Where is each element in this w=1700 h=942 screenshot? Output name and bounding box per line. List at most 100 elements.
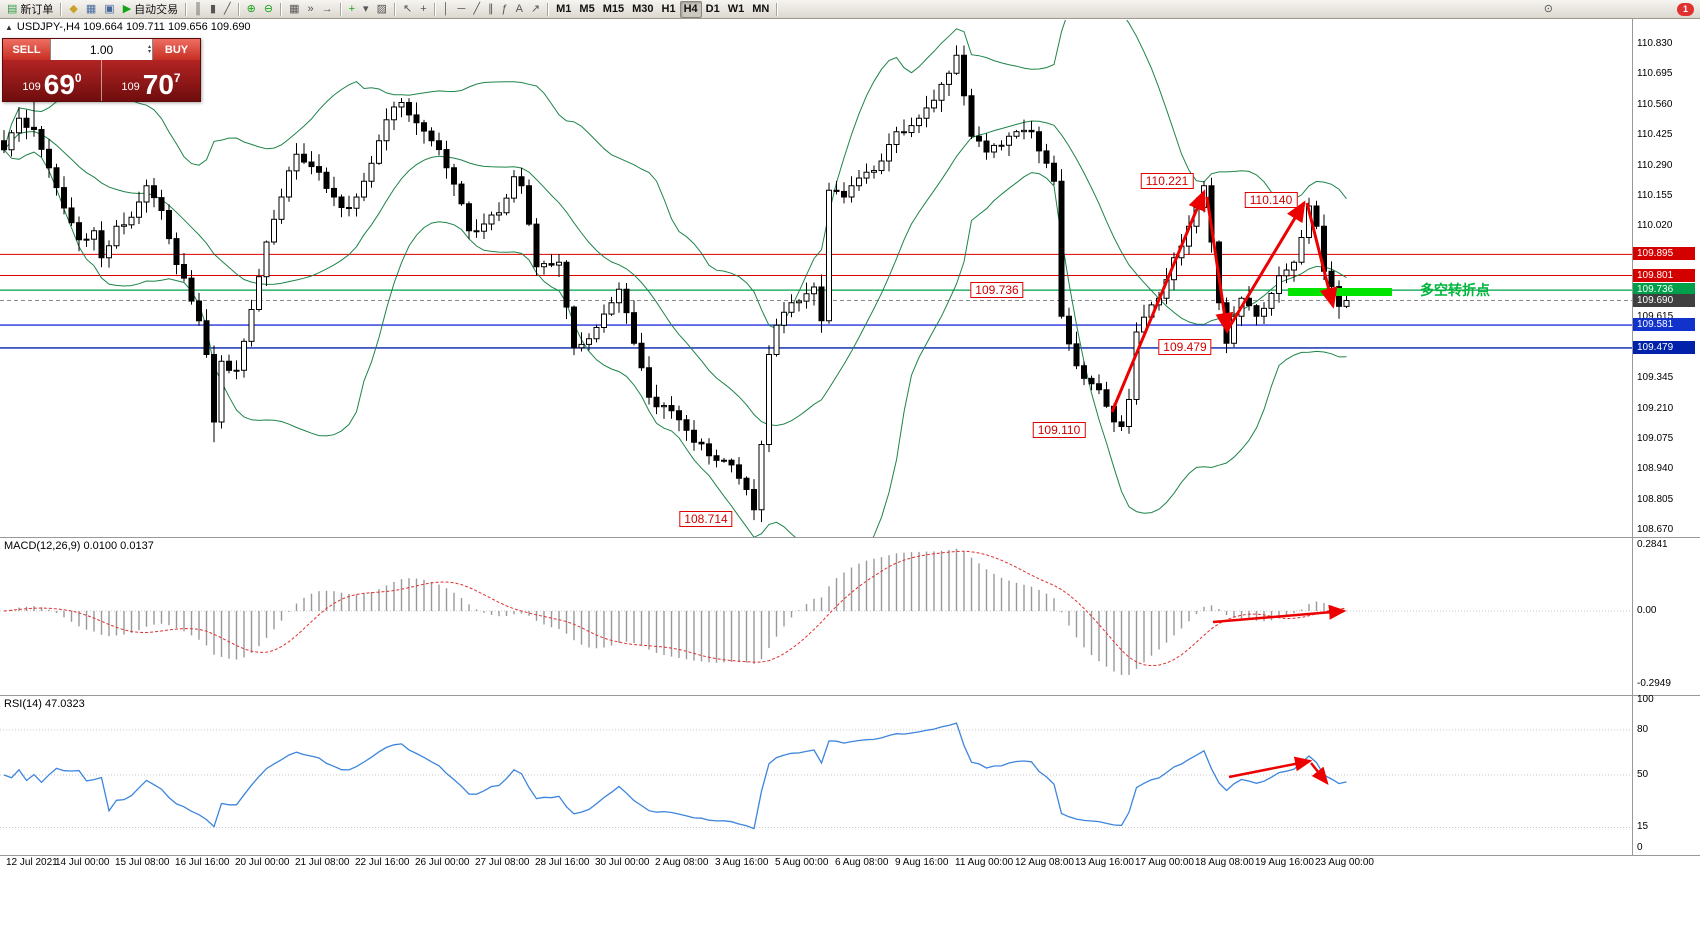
bar-chart-mode-button[interactable]: ║ xyxy=(190,1,206,18)
macd-scale-label: 0.2841 xyxy=(1637,539,1668,550)
volume-up-icon[interactable]: ▴ xyxy=(147,43,151,50)
time-axis-label: 16 Jul 16:00 xyxy=(175,857,230,868)
chart-shift-icon: → xyxy=(321,2,333,15)
buy-button[interactable]: BUY xyxy=(153,39,200,60)
price-scale-tick: 110.830 xyxy=(1637,38,1673,49)
text-tool-button[interactable]: A xyxy=(512,1,527,18)
market-watch-icon: ◆ xyxy=(69,2,78,15)
horizontal-line-button[interactable]: ─ xyxy=(454,1,470,18)
autotrading-button[interactable]: ▶ 自动交易 xyxy=(119,1,182,18)
trade-panel-collapse-icon[interactable]: ▲ xyxy=(5,22,13,32)
time-axis-label: 30 Jul 00:00 xyxy=(595,857,650,868)
toolbar-separator xyxy=(547,2,550,16)
periods-icon: ▾ xyxy=(363,2,369,15)
price-scale-tick: 109.615 xyxy=(1637,311,1674,323)
fibonacci-button[interactable]: ƒ xyxy=(497,1,511,18)
chart-shift-button[interactable]: → xyxy=(318,1,337,18)
sell-price-big: 69 xyxy=(43,69,75,101)
buy-price-display[interactable]: 109 70 7 xyxy=(101,60,200,101)
rsi-scale-label: 80 xyxy=(1637,724,1649,735)
toolbar: ▤ 新订单 ◆ ▦ ▣ ▶ 自动交易 ║ ▮ ╱ ⊕ ⊖ ▦ » → + ▾ ▨ ↖ + │ ─ ╱ ∥ ƒ A ↗ M1 M5 M15 M… xyxy=(0,0,1700,19)
tf-d1-label: D1 xyxy=(705,3,720,15)
trendline-button[interactable]: ╱ xyxy=(469,1,484,18)
time-axis-label: 6 Aug 08:00 xyxy=(835,857,889,868)
tf-m30-button[interactable]: M30 xyxy=(628,1,657,18)
periods-button[interactable]: ▾ xyxy=(359,1,373,18)
new-order-button[interactable]: ▤ 新订单 xyxy=(3,1,57,18)
autotrading-icon: ▶ xyxy=(122,2,132,15)
tf-h4-button[interactable]: H4 xyxy=(679,0,702,18)
channel-button[interactable]: ∥ xyxy=(484,1,498,18)
tf-h1-button[interactable]: H1 xyxy=(658,1,680,18)
volume-field[interactable]: 1.00 ▴ ▾ xyxy=(50,39,153,60)
time-axis-label: 12 Jul 2021 xyxy=(6,857,58,868)
cursor-icon: ↖ xyxy=(402,2,413,15)
notifications-badge[interactable]: 1 xyxy=(1677,2,1694,16)
horizontal-level-lines[interactable] xyxy=(0,253,1632,349)
time-axis-label: 28 Jul 16:00 xyxy=(535,857,590,868)
toolbar-separator xyxy=(433,2,436,16)
market-watch-button[interactable]: ◆ xyxy=(65,1,81,18)
auto-scroll-icon: » xyxy=(307,2,314,15)
macd-indicator-label: MACD(12,26,9) 0.0100 0.0137 xyxy=(4,540,154,552)
tf-w1-button[interactable]: W1 xyxy=(724,1,749,18)
price-scale-tick: 110.695 xyxy=(1637,68,1673,80)
sell-price-display[interactable]: 109 69 0 xyxy=(3,60,101,101)
cursor-button[interactable]: ↖ xyxy=(399,1,416,18)
buy-price-prefix: 109 xyxy=(121,81,140,93)
volume-down-icon[interactable]: ▾ xyxy=(147,48,151,55)
tf-m15-button[interactable]: M15 xyxy=(599,1,628,18)
horizontal-line-icon: ─ xyxy=(457,2,466,15)
new-order-icon: ▤ xyxy=(7,2,18,15)
toolbar-separator xyxy=(237,2,240,16)
tf-m1-button[interactable]: M1 xyxy=(552,1,575,18)
one-click-trading-panel: SELL 1.00 ▴ ▾ BUY 109 69 0 109 70 7 xyxy=(2,38,201,102)
price-scale-badge: 109.581 xyxy=(1633,318,1695,332)
price-annotation-label: 109.736 xyxy=(970,282,1024,298)
turning-point-highlight-bar[interactable] xyxy=(1288,288,1392,296)
terminal-button[interactable]: ▣ xyxy=(100,1,118,18)
zoom-out-button[interactable]: ⊖ xyxy=(260,1,277,18)
search-button[interactable]: ⊙ xyxy=(1540,1,1557,18)
sell-button[interactable]: SELL xyxy=(3,39,50,60)
price-scale-tick: 109.210 xyxy=(1637,402,1674,414)
buy-price-big: 70 xyxy=(142,69,174,101)
tf-d1-button[interactable]: D1 xyxy=(702,1,724,18)
line-chart-mode-icon: ╱ xyxy=(224,2,231,15)
time-axis-label: 22 Jul 16:00 xyxy=(355,857,410,868)
indicators-button[interactable]: + xyxy=(345,1,359,18)
trend-arrows[interactable] xyxy=(1110,189,1347,785)
price-annotation-label: 110.221 xyxy=(1140,173,1194,189)
tf-m5-button[interactable]: M5 xyxy=(575,1,598,18)
data-window-icon: ▦ xyxy=(85,2,97,15)
arrows-tool-button[interactable]: ↗ xyxy=(527,1,544,18)
price-scale-badge: 109.736 xyxy=(1633,283,1695,297)
time-axis-label: 23 Aug 00:00 xyxy=(1315,857,1374,868)
crosshair-button[interactable]: + xyxy=(416,1,430,18)
vertical-line-button[interactable]: │ xyxy=(439,1,454,18)
volume-spinner[interactable]: ▴ ▾ xyxy=(148,39,151,60)
line-chart-mode-button[interactable]: ╱ xyxy=(220,1,235,18)
search-icon: ⊙ xyxy=(1543,2,1553,15)
indicators-icon: + xyxy=(348,2,356,15)
data-window-button[interactable]: ▦ xyxy=(82,1,100,18)
price-scale-tick: 110.560 xyxy=(1637,98,1673,110)
price-scale-tick: 110.155 xyxy=(1637,189,1673,201)
candlestick-mode-button[interactable]: ▮ xyxy=(206,1,220,18)
time-axis-label: 20 Jul 00:00 xyxy=(235,857,290,868)
macd-histogram xyxy=(10,548,1348,675)
time-axis-label: 13 Aug 16:00 xyxy=(1075,857,1134,868)
time-axis-label: 9 Aug 16:00 xyxy=(895,857,949,868)
templates-button[interactable]: ▨ xyxy=(373,1,391,18)
tf-mn-button[interactable]: MN xyxy=(748,1,773,18)
rsi-scale-label: 0 xyxy=(1637,842,1643,853)
zoom-in-button[interactable]: ⊕ xyxy=(243,1,260,18)
auto-scroll-button[interactable]: » xyxy=(303,1,317,18)
tile-windows-button[interactable]: ▦ xyxy=(285,1,303,18)
rsi-scale-label: 100 xyxy=(1637,694,1654,705)
buy-price-sup: 7 xyxy=(173,71,181,85)
tf-m15-label: M15 xyxy=(602,3,625,15)
sell-price-prefix: 109 xyxy=(22,81,41,93)
price-annotation-label: 108.714 xyxy=(679,511,733,527)
